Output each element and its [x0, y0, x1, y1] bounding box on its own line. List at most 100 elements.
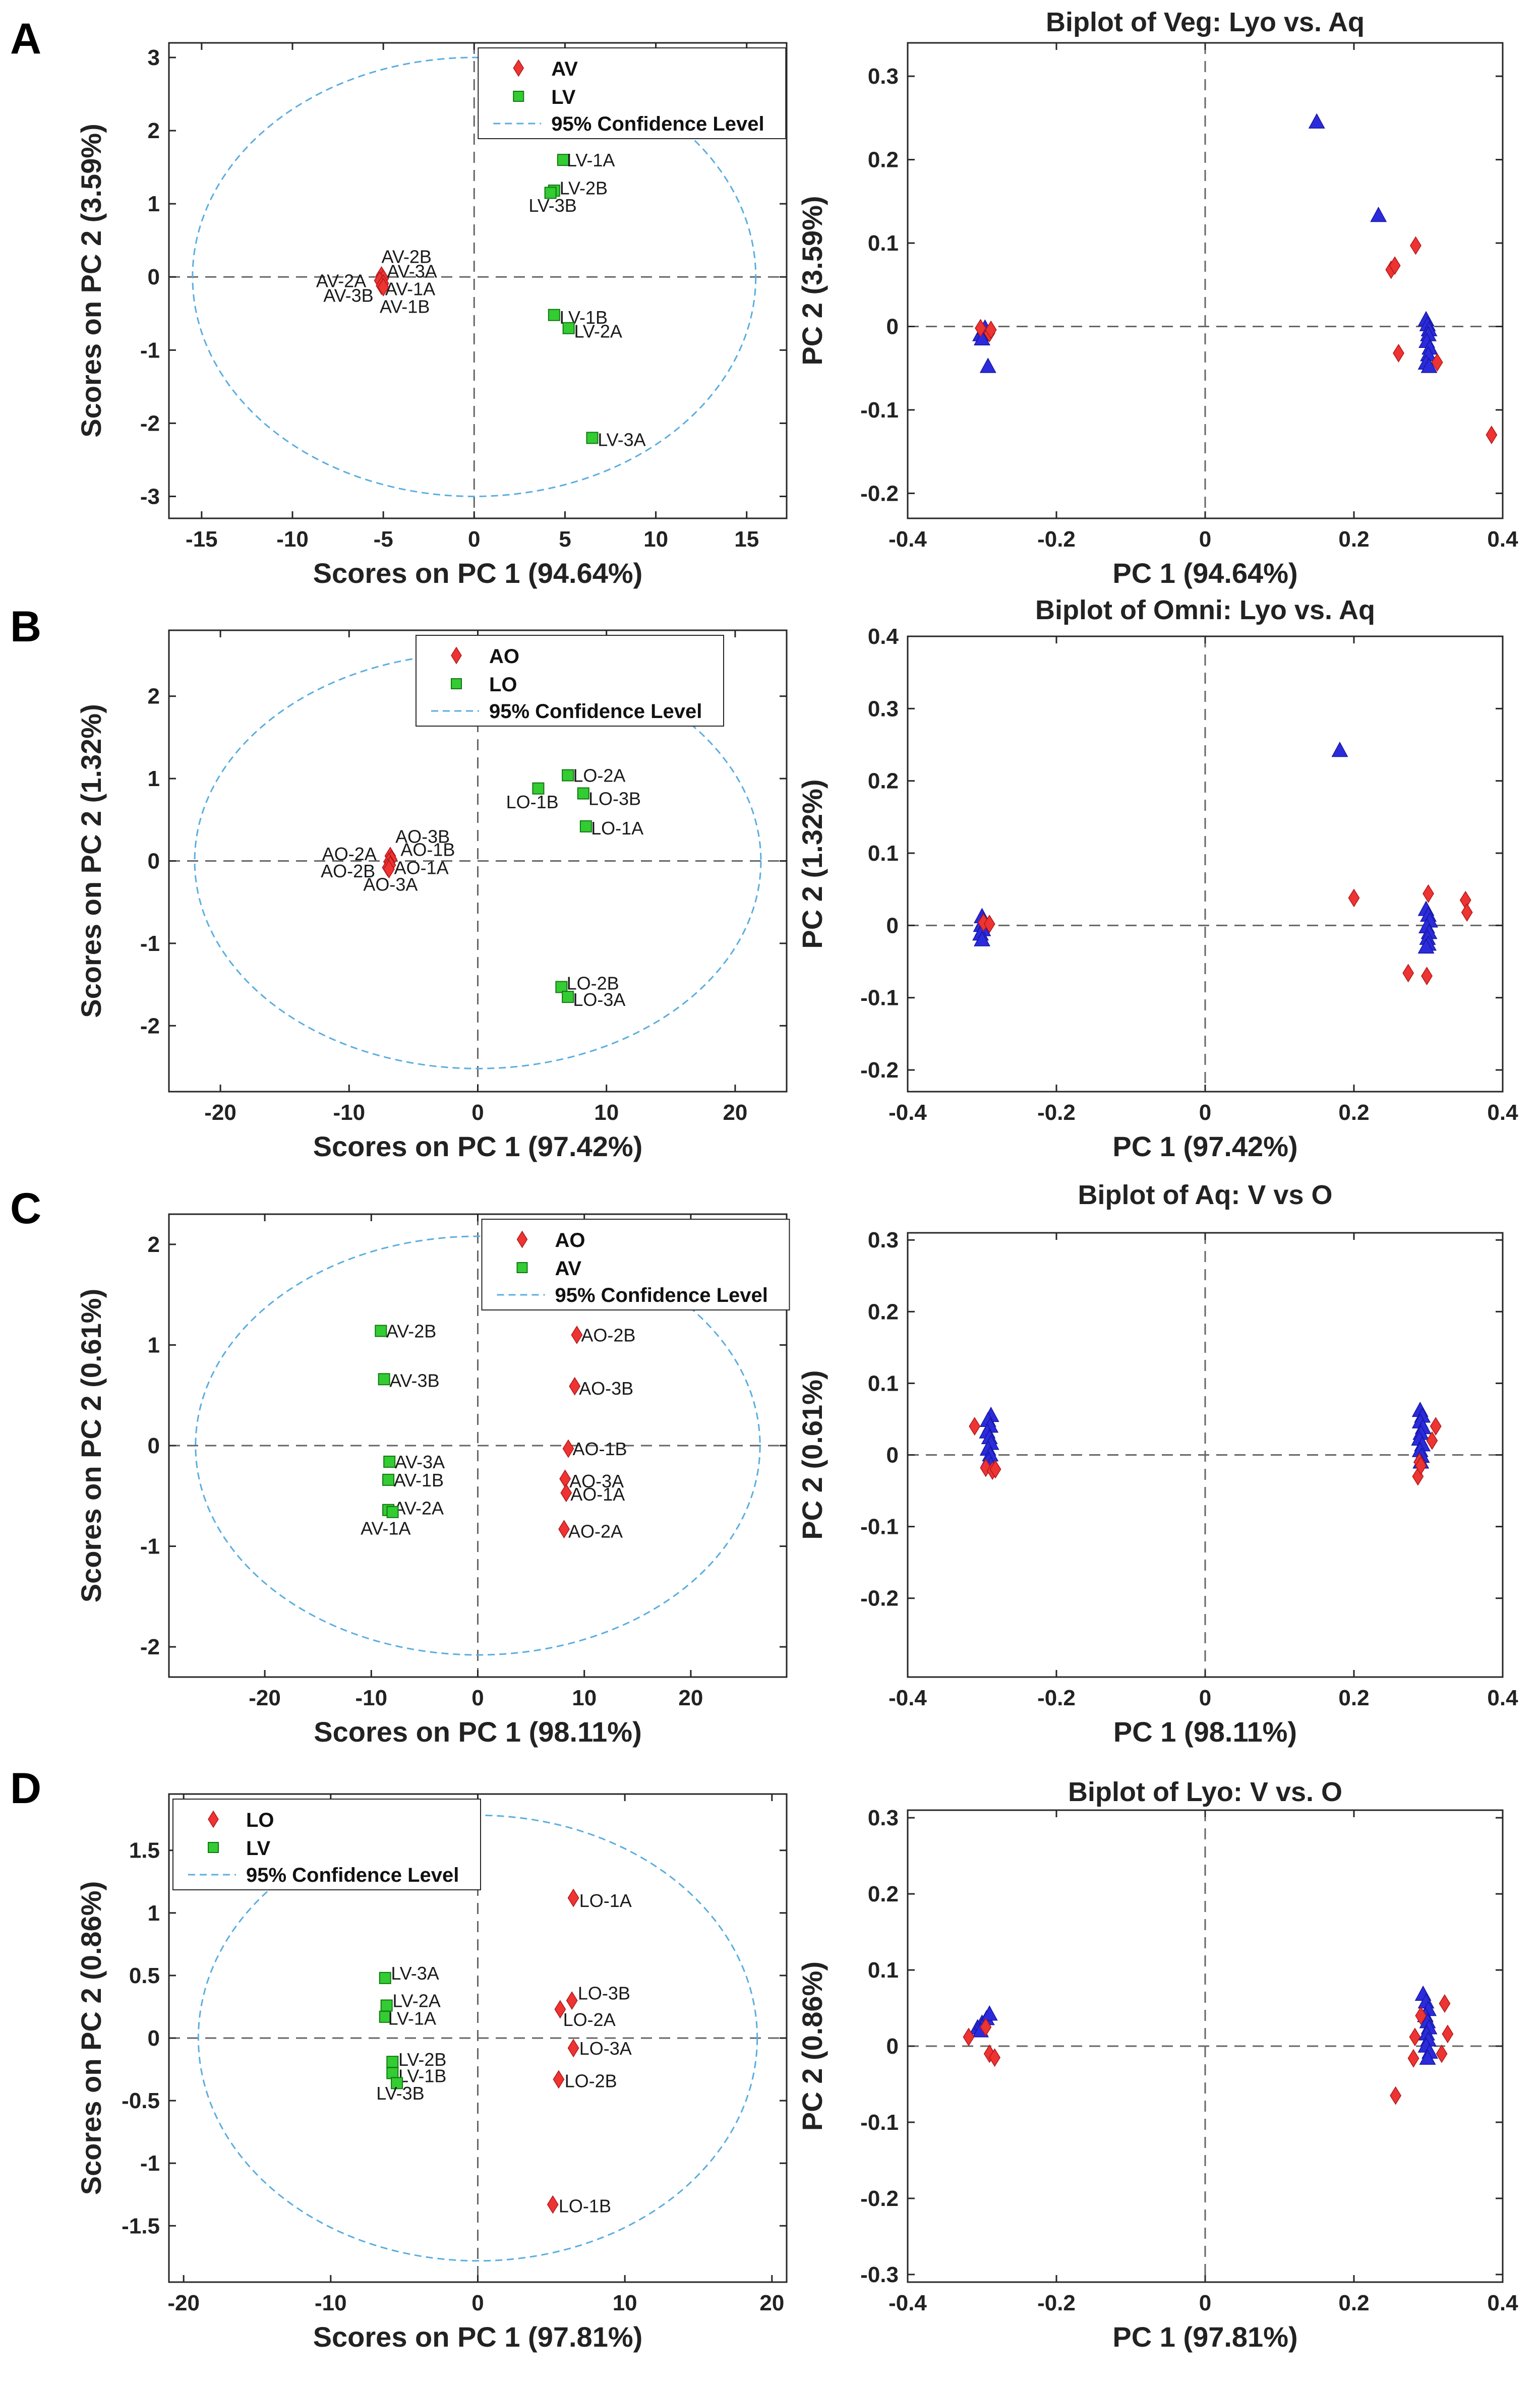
data-point	[386, 1506, 399, 1518]
data-point	[383, 860, 395, 879]
data-point	[386, 2056, 399, 2068]
x-tick-label: 20	[723, 1100, 747, 1125]
data-point	[386, 2067, 399, 2079]
data-point	[969, 1417, 981, 1436]
data-point	[1407, 2049, 1419, 2068]
x-axis-label: PC 1 (97.81%)	[1112, 2321, 1297, 2353]
point-label: AO-1B	[400, 840, 455, 860]
data-point	[963, 2027, 975, 2047]
x-axis-label: Scores on PC 1 (97.81%)	[313, 2321, 643, 2353]
y-tick-label: 1	[148, 766, 160, 791]
data-point	[586, 432, 599, 444]
x-axis-label: Scores on PC 1 (97.42%)	[313, 1130, 643, 1162]
y-tick-label: 0.1	[868, 231, 899, 256]
point-label: AO-3A	[363, 874, 418, 894]
x-tick-label: -0.4	[889, 2291, 927, 2315]
point-label: LO-1A	[579, 1890, 632, 1911]
chart-title: Biplot of Aq: V vs O	[1078, 1180, 1333, 1210]
legend: AO LO 95% Confidence Level	[416, 635, 724, 727]
data-point	[562, 991, 574, 1003]
y-axis-label: PC 2 (3.59%)	[796, 196, 828, 365]
y-tick-label: -0.1	[860, 986, 899, 1010]
point-label: AO-1B	[572, 1439, 627, 1459]
x-tick-label: -0.4	[889, 1686, 927, 1710]
x-tick-label: -20	[249, 1686, 281, 1710]
legend-marker	[208, 1810, 219, 1828]
data-point	[1393, 344, 1404, 363]
x-tick-label: 0	[1199, 1100, 1211, 1125]
data-point	[1370, 206, 1387, 222]
data-point	[980, 2017, 992, 2037]
y-axis-label: PC 2 (1.32%)	[796, 779, 828, 948]
point-label: LV-2A	[392, 1991, 440, 2011]
legend-marker	[513, 91, 524, 102]
data-point	[560, 1483, 572, 1503]
chart-d-scores: -20 -10 0 10 20 -1.5 -1 -0.5 0 0.5 1 1.5 Scores on P…	[75, 1793, 788, 2353]
point-label: AV-1B	[380, 296, 430, 317]
data-point	[1430, 1417, 1442, 1436]
y-tick-label: 0.3	[868, 1806, 899, 1830]
y-tick-label: -1	[140, 1534, 160, 1559]
chart-c-biplot: -0.4 -0.2 0 0.2 0.4 -0.2 -0.1 0 0.1 0.2 0.3 PC 1 (9…	[796, 1228, 1518, 1748]
point-label: AV-2B	[386, 1321, 436, 1341]
data-point	[989, 2048, 1000, 2067]
y-tick-label: 0	[148, 1434, 160, 1458]
y-tick-label: 0.1	[868, 1958, 899, 1983]
point-label: AV-3A	[387, 261, 437, 282]
x-tick-label: 10	[572, 1686, 597, 1710]
y-tick-label: -0.5	[122, 2088, 160, 2113]
y-axis-label: Scores on PC 2 (3.59%)	[75, 124, 107, 437]
x-tick-label: -10	[333, 1100, 365, 1125]
x-tick-label: 0	[471, 1100, 484, 1125]
y-tick-label: -0.2	[860, 481, 899, 506]
point-label: AO-3B	[395, 826, 450, 847]
legend: LO LV 95% Confidence Level	[172, 1799, 481, 1890]
legend-label: 95% Confidence Level	[489, 700, 702, 723]
data-point	[975, 319, 986, 338]
y-tick-label: 1	[148, 192, 160, 216]
data-point	[974, 330, 990, 346]
data-point	[577, 787, 589, 800]
legend-marker	[513, 59, 524, 77]
x-tick-label: 0	[1199, 1686, 1211, 1710]
y-tick-label: -2	[140, 1013, 160, 1038]
point-label: LO-3A	[579, 2038, 632, 2059]
point-label: AO-2B	[321, 861, 375, 881]
x-tick-label: 5	[559, 527, 571, 552]
chart-a-biplot: -0.4 -0.2 0 0.2 0.4 -0.2 -0.1 0 0.1 0.2 0.3 PC 1 (9…	[796, 42, 1518, 589]
x-tick-label: -0.2	[1037, 527, 1076, 552]
legend-label: 95% Confidence Level	[551, 113, 764, 135]
data-point	[558, 1520, 570, 1539]
legend-marker	[516, 1262, 528, 1273]
data-point	[377, 278, 389, 296]
point-label: AV-3B	[323, 285, 373, 306]
data-point	[562, 769, 574, 782]
data-point	[983, 915, 995, 933]
point-label: AO-2A	[322, 844, 377, 864]
y-tick-label: 0.2	[868, 1882, 899, 1906]
data-point	[1486, 426, 1498, 444]
point-label: AV-2A	[394, 1498, 444, 1519]
x-axis-label: PC 1 (97.42%)	[1112, 1130, 1297, 1162]
x-tick-label: 10	[613, 2291, 637, 2315]
point-label: AO-3A	[569, 1471, 624, 1491]
data-point	[378, 1373, 390, 1386]
panel-letter-b: B	[10, 603, 41, 651]
data-point	[379, 1972, 391, 1984]
confidence-ellipse	[195, 1235, 761, 1656]
confidence-ellipse	[192, 56, 757, 497]
y-tick-label: -1	[140, 2151, 160, 2176]
point-label: LO-3A	[573, 989, 625, 1010]
point-label: LO-3B	[588, 788, 641, 809]
y-tick-label: 0.3	[868, 64, 899, 89]
y-tick-label: 0	[886, 2034, 899, 2059]
point-label: AV-3B	[389, 1370, 439, 1391]
y-tick-label: 0.3	[868, 1228, 899, 1252]
y-tick-label: 0	[148, 849, 160, 874]
point-label: LV-2B	[398, 2049, 446, 2070]
x-tick-label: 15	[734, 527, 759, 552]
data-point	[1439, 1994, 1451, 2013]
y-tick-label: 0	[148, 2026, 160, 2051]
y-tick-label: -1.5	[122, 2214, 160, 2238]
